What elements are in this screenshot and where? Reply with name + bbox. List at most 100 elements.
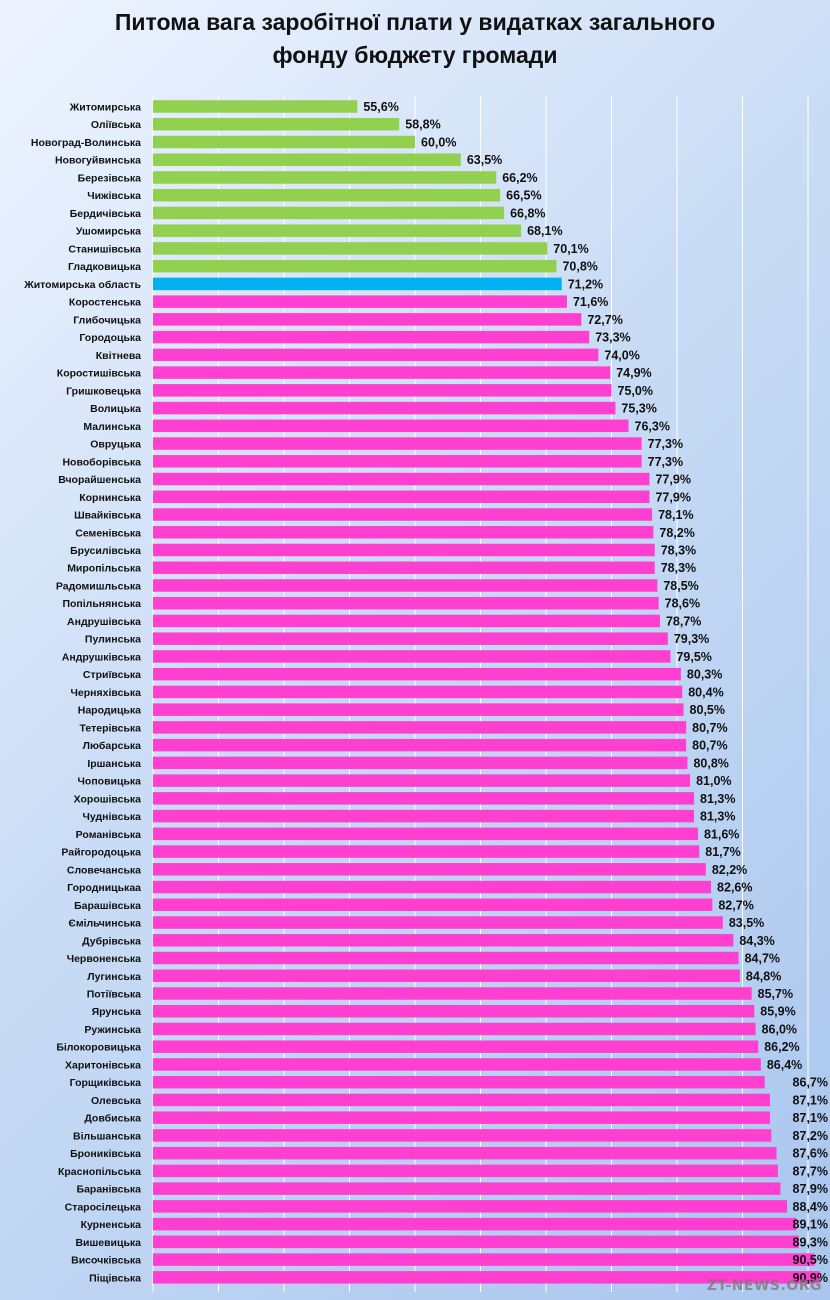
category-label: Білокоровицька [56, 1042, 141, 1054]
category-label: Корнинська [79, 492, 141, 504]
bar [153, 117, 400, 131]
bar [153, 703, 684, 716]
bar [153, 206, 505, 220]
data-label: 88,4% [793, 1200, 828, 1214]
data-label: 81,0% [696, 774, 731, 788]
data-label: 86,0% [762, 1022, 797, 1036]
data-label: 78,7% [666, 614, 701, 628]
data-label: 89,3% [793, 1235, 828, 1249]
bar [153, 756, 688, 770]
data-label: 90,5% [793, 1253, 828, 1267]
category-label: Чоповицька [78, 776, 142, 788]
category-label: Швайківська [74, 510, 141, 522]
data-label: 81,7% [705, 845, 740, 859]
data-label: 74,0% [604, 348, 639, 362]
bar [153, 667, 681, 681]
data-label: 70,8% [562, 260, 597, 274]
data-label: 76,3% [635, 419, 670, 433]
data-label: 87,6% [793, 1147, 828, 1161]
category-label: Дубрівська [82, 935, 141, 947]
data-label: 70,1% [553, 242, 588, 256]
data-label: 81,3% [700, 792, 735, 806]
data-label: 85,7% [758, 987, 793, 1001]
bar [153, 437, 642, 450]
data-label: 75,3% [621, 402, 656, 416]
data-label: 82,2% [712, 863, 747, 877]
bar [153, 366, 611, 379]
category-label: Баранівська [77, 1184, 142, 1196]
bar [153, 224, 522, 237]
data-label: 60,0% [421, 135, 456, 149]
category-label: Городоцька [79, 332, 141, 344]
category-label: Височківська [71, 1255, 141, 1267]
chart-title-line-1: Питома вага заробітної плати у видатках … [114, 9, 716, 35]
category-label: Глибочицька [73, 314, 141, 326]
data-label: 90,9% [793, 1271, 828, 1285]
category-label: Іршанська [87, 758, 141, 770]
data-label: 77,3% [648, 437, 683, 451]
category-label: Оліївська [91, 119, 141, 131]
category-label: Потіївська [87, 989, 141, 1001]
category-label: Семенівська [75, 527, 141, 539]
category-label: Новоград-Волинська [31, 137, 141, 149]
data-label: 73,3% [595, 331, 630, 345]
category-label: Чуднівська [83, 811, 142, 823]
bar [153, 188, 501, 202]
data-label: 71,6% [573, 295, 608, 309]
bar [153, 685, 683, 699]
bar [153, 1164, 778, 1178]
bar [153, 1271, 820, 1284]
bar [153, 632, 668, 645]
bar [153, 880, 712, 894]
bar [153, 100, 358, 113]
data-label: 75,0% [618, 384, 653, 398]
category-label: Ємільчинська [68, 918, 141, 930]
category-label: Олевська [91, 1095, 141, 1107]
category-label: Станишівська [68, 243, 141, 255]
bar [153, 738, 687, 752]
bar [153, 543, 655, 557]
bar [153, 295, 567, 308]
bar [153, 472, 650, 486]
data-label: 84,8% [746, 969, 781, 983]
data-label: 66,8% [510, 206, 545, 220]
category-label: Ружинська [84, 1024, 141, 1036]
data-label: 87,2% [793, 1129, 828, 1143]
category-label: Хорошівська [74, 793, 142, 805]
data-label: 68,1% [527, 224, 562, 238]
data-label: 87,9% [793, 1182, 828, 1196]
data-label: 89,1% [793, 1218, 828, 1232]
category-label: Чижівська [87, 190, 141, 202]
bar [153, 277, 562, 291]
bar [153, 1058, 761, 1071]
category-label: Червоненська [67, 953, 141, 965]
category-label: Андрушківська [62, 651, 141, 663]
data-label: 81,3% [700, 810, 735, 824]
category-label: Піщівська [89, 1272, 141, 1284]
bar [153, 774, 691, 787]
data-label: 79,3% [674, 632, 709, 646]
category-label: Словечанська [67, 864, 141, 876]
bar [153, 827, 698, 841]
bar [153, 330, 590, 344]
bar [153, 348, 599, 362]
bar [153, 401, 616, 415]
bar [153, 384, 612, 397]
category-label: Квітнева [96, 350, 141, 362]
data-label: 72,7% [587, 313, 622, 327]
bar [153, 1253, 815, 1266]
bar [153, 1093, 771, 1107]
category-label: Ушомирська [76, 226, 141, 238]
category-label: Житомирська [69, 102, 141, 114]
bar [153, 313, 582, 326]
category-label: Волицька [90, 403, 141, 415]
chart-title: Питома вага заробітної плати у видатках … [0, 6, 830, 72]
bar [153, 721, 687, 734]
data-label: 74,9% [616, 366, 651, 380]
bar [153, 792, 695, 805]
bar [153, 579, 658, 592]
category-label: Вчорайшенська [58, 474, 141, 486]
category-label: Народицька [78, 705, 141, 717]
bar [153, 1182, 781, 1195]
